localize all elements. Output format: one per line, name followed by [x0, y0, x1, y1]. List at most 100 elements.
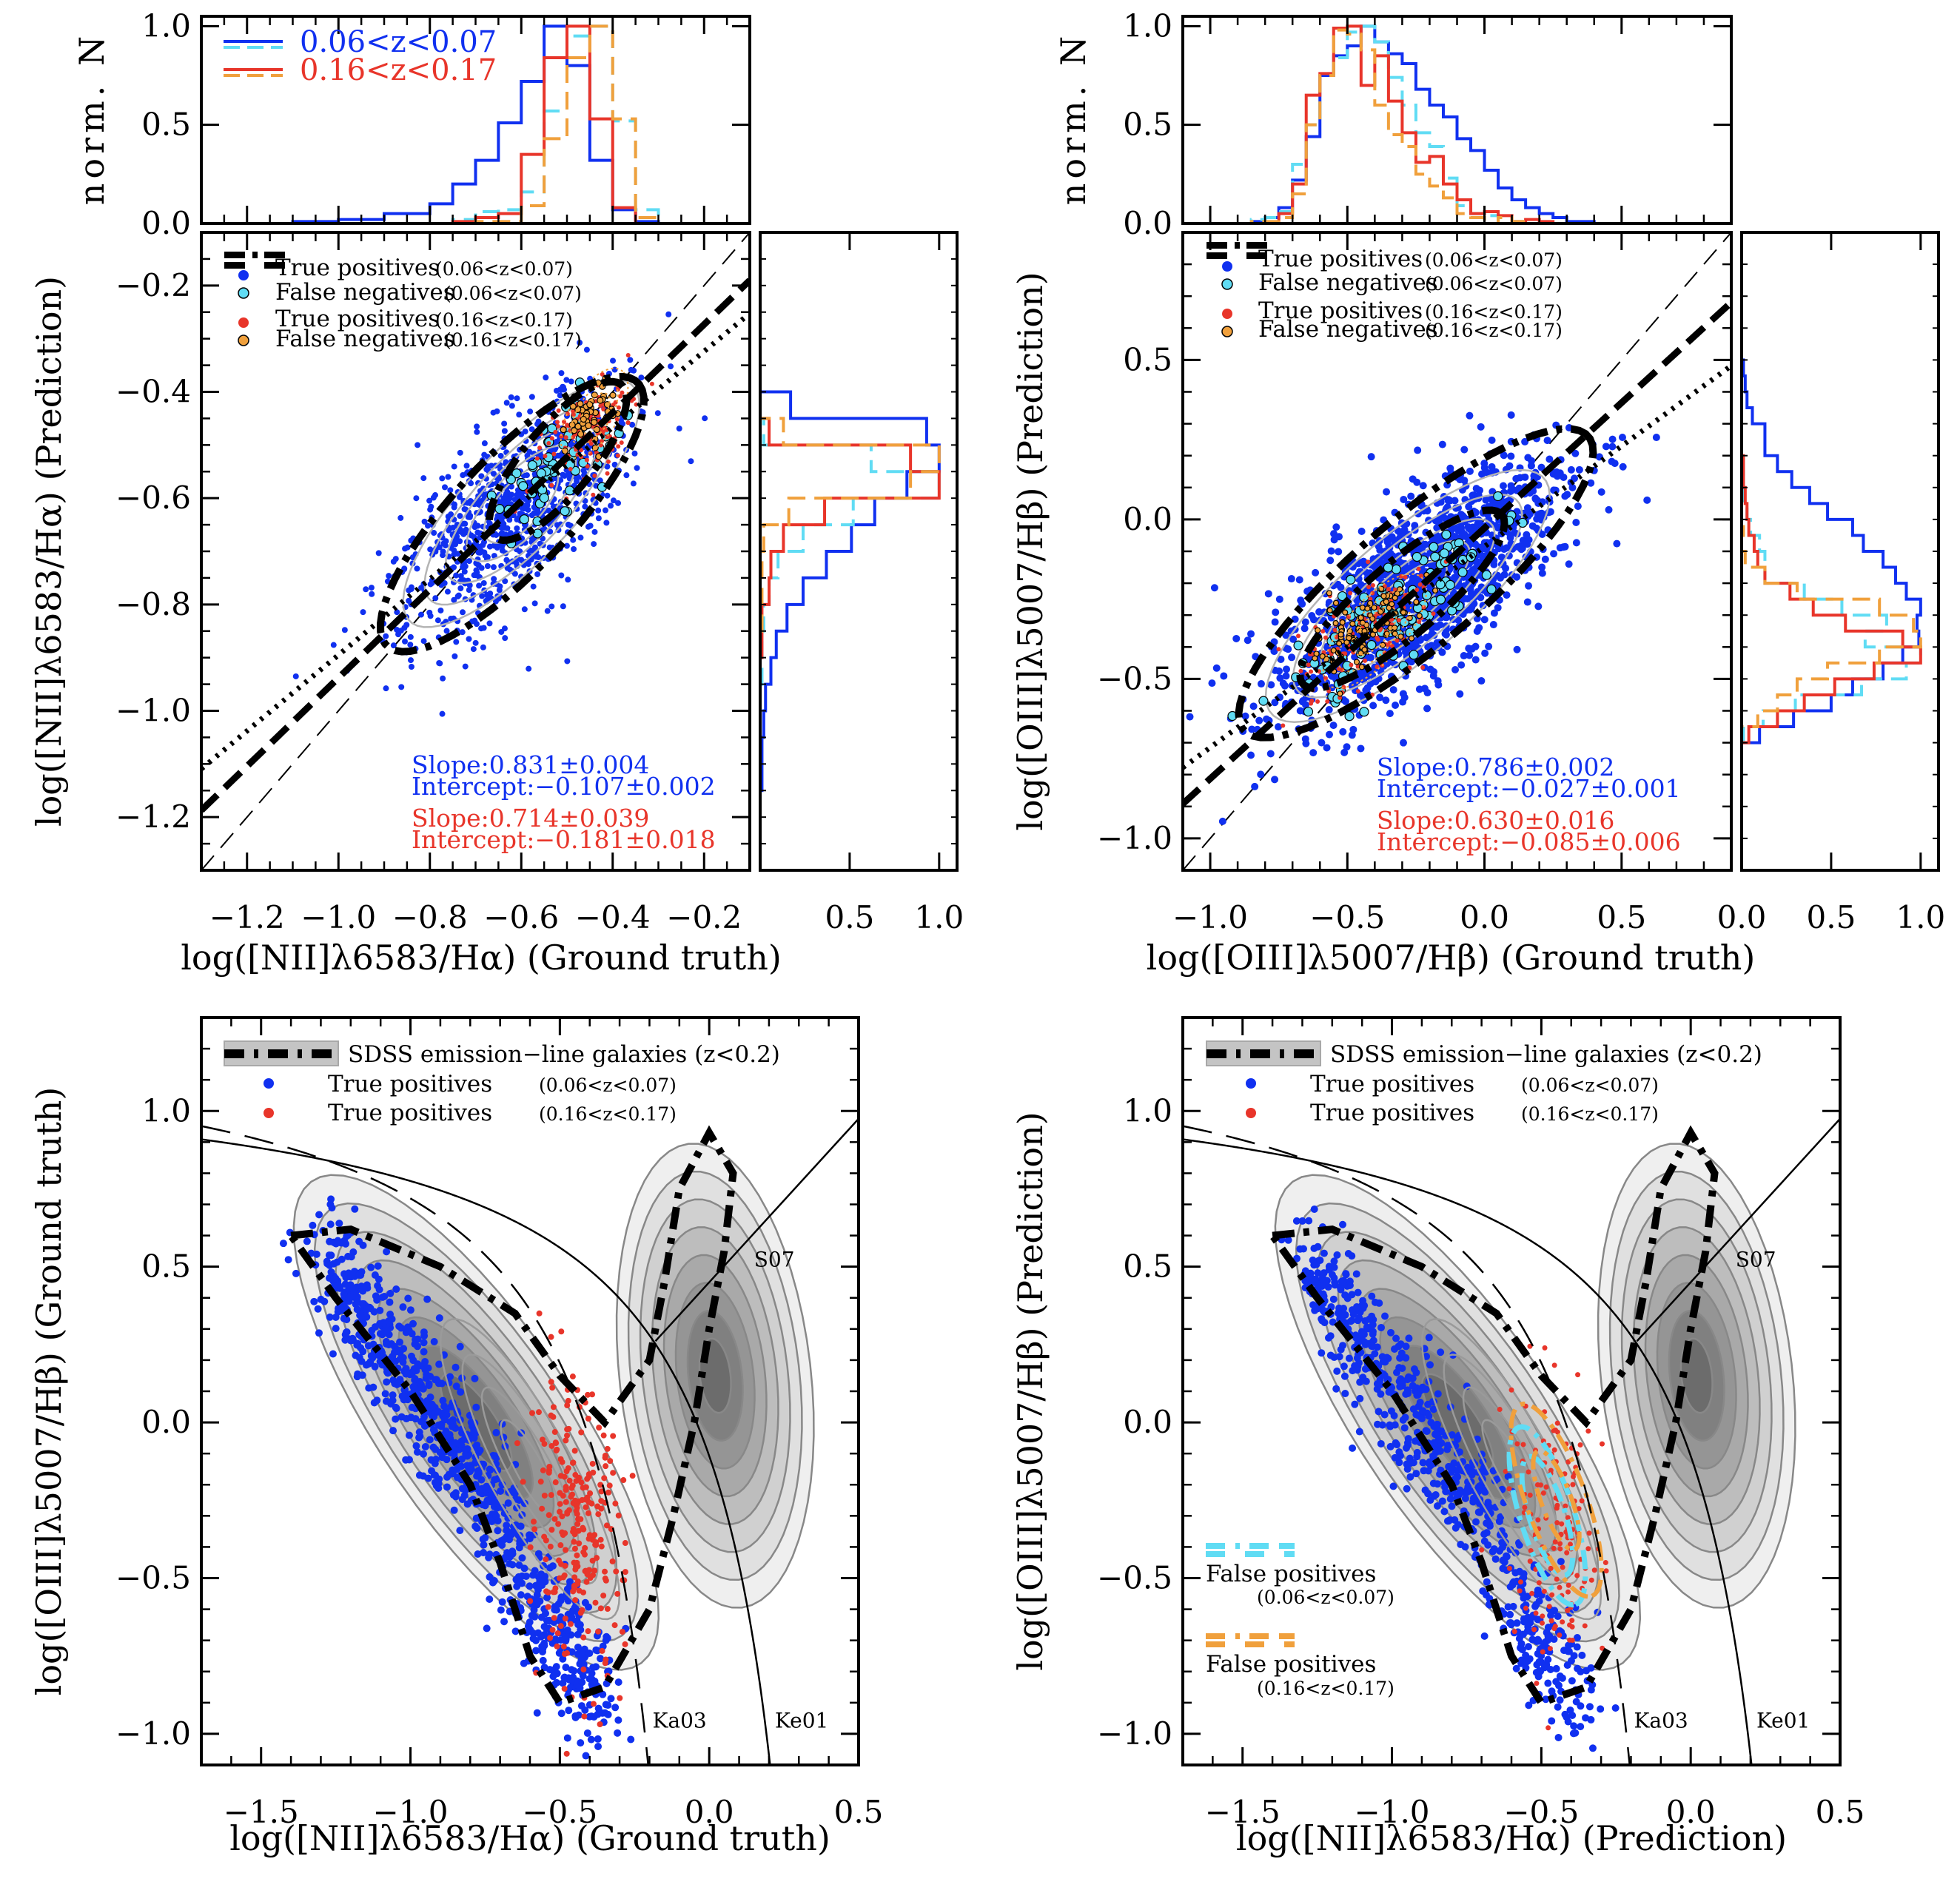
tp-low-point	[1300, 625, 1309, 633]
tp-low-point	[460, 472, 466, 479]
tp-low-point	[432, 1376, 440, 1384]
tp-low-point	[511, 497, 518, 503]
tp-high-point	[552, 1585, 559, 1592]
tp-low-point	[341, 1336, 349, 1344]
tp-high-point	[578, 1479, 585, 1486]
tp-low-point	[383, 633, 389, 639]
tp-low-point	[571, 1713, 580, 1721]
tp-high-point	[563, 1468, 570, 1475]
tp-low-point	[341, 1331, 349, 1339]
tp-low-point	[569, 1673, 577, 1681]
tp-low-point	[497, 1606, 505, 1614]
tp-low-point	[1550, 468, 1558, 477]
tp-low-point	[492, 1428, 500, 1436]
tp-low-point	[603, 520, 610, 526]
tp-low-point	[1508, 485, 1517, 494]
ka03-label: Ka03	[652, 1709, 706, 1733]
tp-low-point	[559, 1655, 567, 1663]
tp-low-point	[1272, 608, 1280, 616]
tp-low-point	[1460, 652, 1468, 660]
tp-high-point	[587, 1490, 594, 1496]
tp-low-point	[554, 1600, 563, 1608]
tp-high-point	[585, 1628, 591, 1635]
tp-low-point	[396, 1338, 404, 1346]
tp-low-point	[421, 1443, 429, 1451]
tp-low-point	[381, 1390, 389, 1398]
tp-low-point	[492, 598, 499, 605]
tp-low-point	[437, 1422, 446, 1430]
tp-high-point	[1397, 618, 1402, 623]
tp-low-point	[359, 1241, 367, 1249]
tp-low-point	[493, 531, 500, 538]
fn-low-point	[1346, 574, 1356, 585]
fn-low-point	[1359, 592, 1369, 602]
tp-high-point	[1295, 633, 1300, 639]
tp-low-point	[383, 1248, 391, 1256]
tp-low-point	[390, 558, 397, 565]
tp-low-point	[481, 440, 488, 447]
tp-low-point	[1490, 560, 1498, 568]
tp-low-point	[602, 1701, 610, 1709]
tp-low-point	[438, 1453, 446, 1462]
tp-low-point	[1212, 664, 1221, 672]
tp-low-point	[461, 520, 468, 527]
tp-low-point	[1433, 1502, 1441, 1510]
tp-low-point	[472, 639, 479, 646]
tp-low-point	[631, 450, 638, 457]
tp-low-point	[501, 420, 508, 427]
tp-low-point	[1263, 715, 1271, 723]
tp-low-point	[1423, 633, 1431, 642]
tp-low-point	[1367, 453, 1375, 461]
tp-high-point	[601, 1475, 608, 1482]
tp-low-point	[1457, 661, 1466, 669]
fn-low-point	[560, 506, 570, 517]
tp-low-point	[341, 1280, 349, 1288]
tp-low-point	[315, 1211, 323, 1219]
tp-low-point	[528, 1611, 536, 1619]
tp-low-point	[1434, 677, 1442, 685]
tp-density-contour	[500, 1419, 560, 1519]
tp-high-point	[554, 1630, 561, 1636]
tp-high-point	[590, 1469, 597, 1476]
tp-low-point	[469, 618, 475, 625]
tp-low-point	[558, 370, 565, 377]
tp-low-point	[424, 1474, 432, 1482]
tp-low-point	[466, 582, 473, 588]
tp-low-point	[457, 538, 463, 545]
tp-low-point	[610, 357, 617, 364]
tp-high-point	[567, 1621, 574, 1627]
tp-low-point	[334, 1237, 342, 1245]
tp-low-point	[1473, 614, 1481, 622]
tp-low-point	[1338, 1220, 1346, 1228]
ke01-label: Ke01	[775, 1709, 828, 1733]
tp-low-point	[489, 1451, 497, 1459]
tp-low-point	[317, 1295, 325, 1303]
tp-low-point	[1556, 544, 1564, 552]
tp-low-point	[351, 1294, 359, 1302]
tp-low-point	[457, 573, 464, 579]
tp-low-point	[1497, 553, 1506, 561]
tp-low-point	[326, 1261, 334, 1269]
tp-low-point	[375, 1285, 383, 1294]
tp-low-point	[1608, 443, 1617, 451]
tp-low-point	[1325, 706, 1333, 714]
tp-high-point	[1320, 629, 1326, 634]
tp-low-point	[1425, 1334, 1433, 1342]
tp-low-point	[335, 1281, 343, 1289]
tp-low-point	[1357, 744, 1365, 753]
tp-low-point	[1528, 457, 1536, 465]
fn-low-point	[1383, 562, 1394, 573]
tp-high-point	[615, 1512, 622, 1519]
fn-low-point	[1445, 579, 1455, 590]
tp-low-point	[553, 1670, 561, 1678]
tp-high-point	[600, 439, 605, 444]
tp-low-point	[546, 1564, 554, 1572]
tp-low-point	[1251, 782, 1259, 790]
tp-high-point	[616, 444, 621, 449]
tp-low-point	[1348, 731, 1356, 739]
tp-low-point	[1475, 518, 1483, 526]
tp-low-point	[480, 644, 486, 650]
tp-low-point	[1302, 701, 1310, 709]
tp-high-point	[1386, 587, 1391, 592]
tp-low-point	[476, 582, 483, 589]
